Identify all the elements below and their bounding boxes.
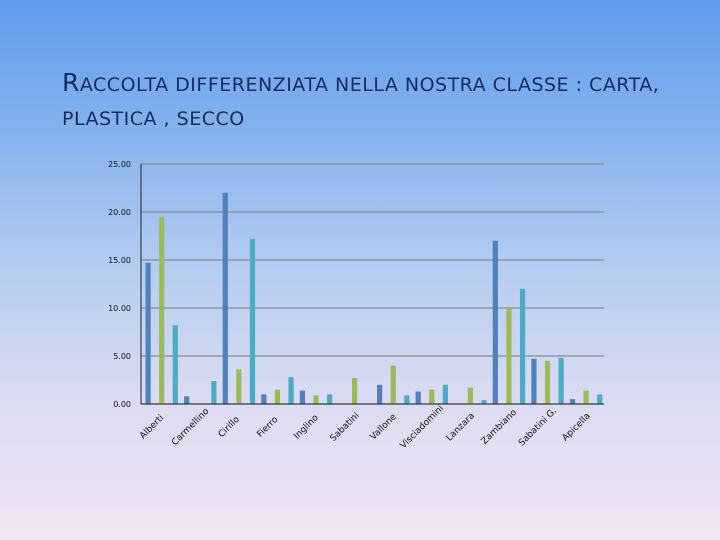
- bar-carmellino-s3: [211, 380, 217, 404]
- bar-vallone-s2: [390, 365, 396, 404]
- y-tick-label: 5.00: [113, 352, 131, 361]
- bar-apicella-s1: [569, 399, 576, 404]
- bar-fierro-s1: [261, 394, 267, 404]
- x-tick-label: Zambiano: [480, 407, 520, 447]
- bar-lanzara-s3: [481, 400, 487, 404]
- bar-lanzara-s2: [467, 387, 473, 404]
- bar-vallone-s3: [404, 395, 410, 404]
- bar-visciadomini-s1: [415, 391, 421, 404]
- bar-apicella-s2: [583, 390, 589, 404]
- bar-cirillo-s3: [249, 238, 256, 404]
- x-tick-label: Cirillo: [217, 414, 242, 439]
- axes: [140, 164, 604, 405]
- slide-title: RACCOLTA DIFFERENZIATA NELLA NOSTRA CLAS…: [62, 66, 702, 136]
- bar-vallone-s1: [377, 384, 383, 404]
- y-tick-label: 10.00: [108, 304, 131, 313]
- bar-alberti-s1: [145, 262, 151, 404]
- bar-fierro-s3: [288, 377, 294, 404]
- x-tick-label: Apicella: [561, 411, 593, 443]
- title-rest: ACCOLTA DIFFERENZIATA NELLA NOSTRA CLASS…: [62, 74, 660, 130]
- bar-visciadomini-s3: [442, 384, 448, 404]
- bar-apicella-s3: [597, 394, 603, 404]
- bar-sabatini-g--s3: [558, 357, 564, 404]
- x-tick-label: Carmellino: [170, 406, 212, 448]
- bar-inglino-s3: [327, 394, 333, 404]
- bar-alberti-s3: [172, 325, 178, 404]
- bar-cirillo-s1: [222, 192, 228, 404]
- bar-visciadomini-s2: [429, 389, 435, 404]
- y-tick-label: 20.00: [108, 208, 131, 217]
- bar-inglino-s1: [299, 390, 306, 404]
- x-tick-label: Fierro: [256, 415, 281, 440]
- bar-cirillo-s2: [236, 369, 242, 404]
- bar-inglino-s2: [313, 395, 319, 404]
- bar-zambiano-s3: [519, 288, 526, 404]
- x-tick-label: Sabatini G.: [517, 406, 559, 448]
- title-first-letter: R: [62, 68, 80, 97]
- bars: [145, 192, 603, 404]
- x-tick-label: Alberti: [138, 413, 166, 441]
- y-tick-label: 15.00: [108, 256, 131, 265]
- bar-carmellino-s1: [184, 396, 190, 404]
- y-tick-label: 25.00: [108, 160, 131, 169]
- x-tick-label: Lanzara: [445, 411, 477, 443]
- x-tick-label: Inglino: [292, 413, 321, 442]
- bar-zambiano-s1: [492, 240, 498, 404]
- bar-zambiano-s2: [506, 308, 512, 404]
- bar-sabatini-g--s2: [544, 360, 551, 404]
- bar-sabatini-g--s1: [531, 358, 537, 404]
- y-tick-label: 0.00: [113, 400, 131, 409]
- bar-alberti-s2: [159, 216, 165, 404]
- bar-fierro-s2: [274, 389, 281, 404]
- x-tick-label: Vallone: [369, 412, 400, 443]
- x-tick-label: Visciadomini: [399, 404, 446, 451]
- bar-sabatini-s2: [352, 378, 358, 404]
- x-tick-label: Sabatini: [329, 411, 362, 444]
